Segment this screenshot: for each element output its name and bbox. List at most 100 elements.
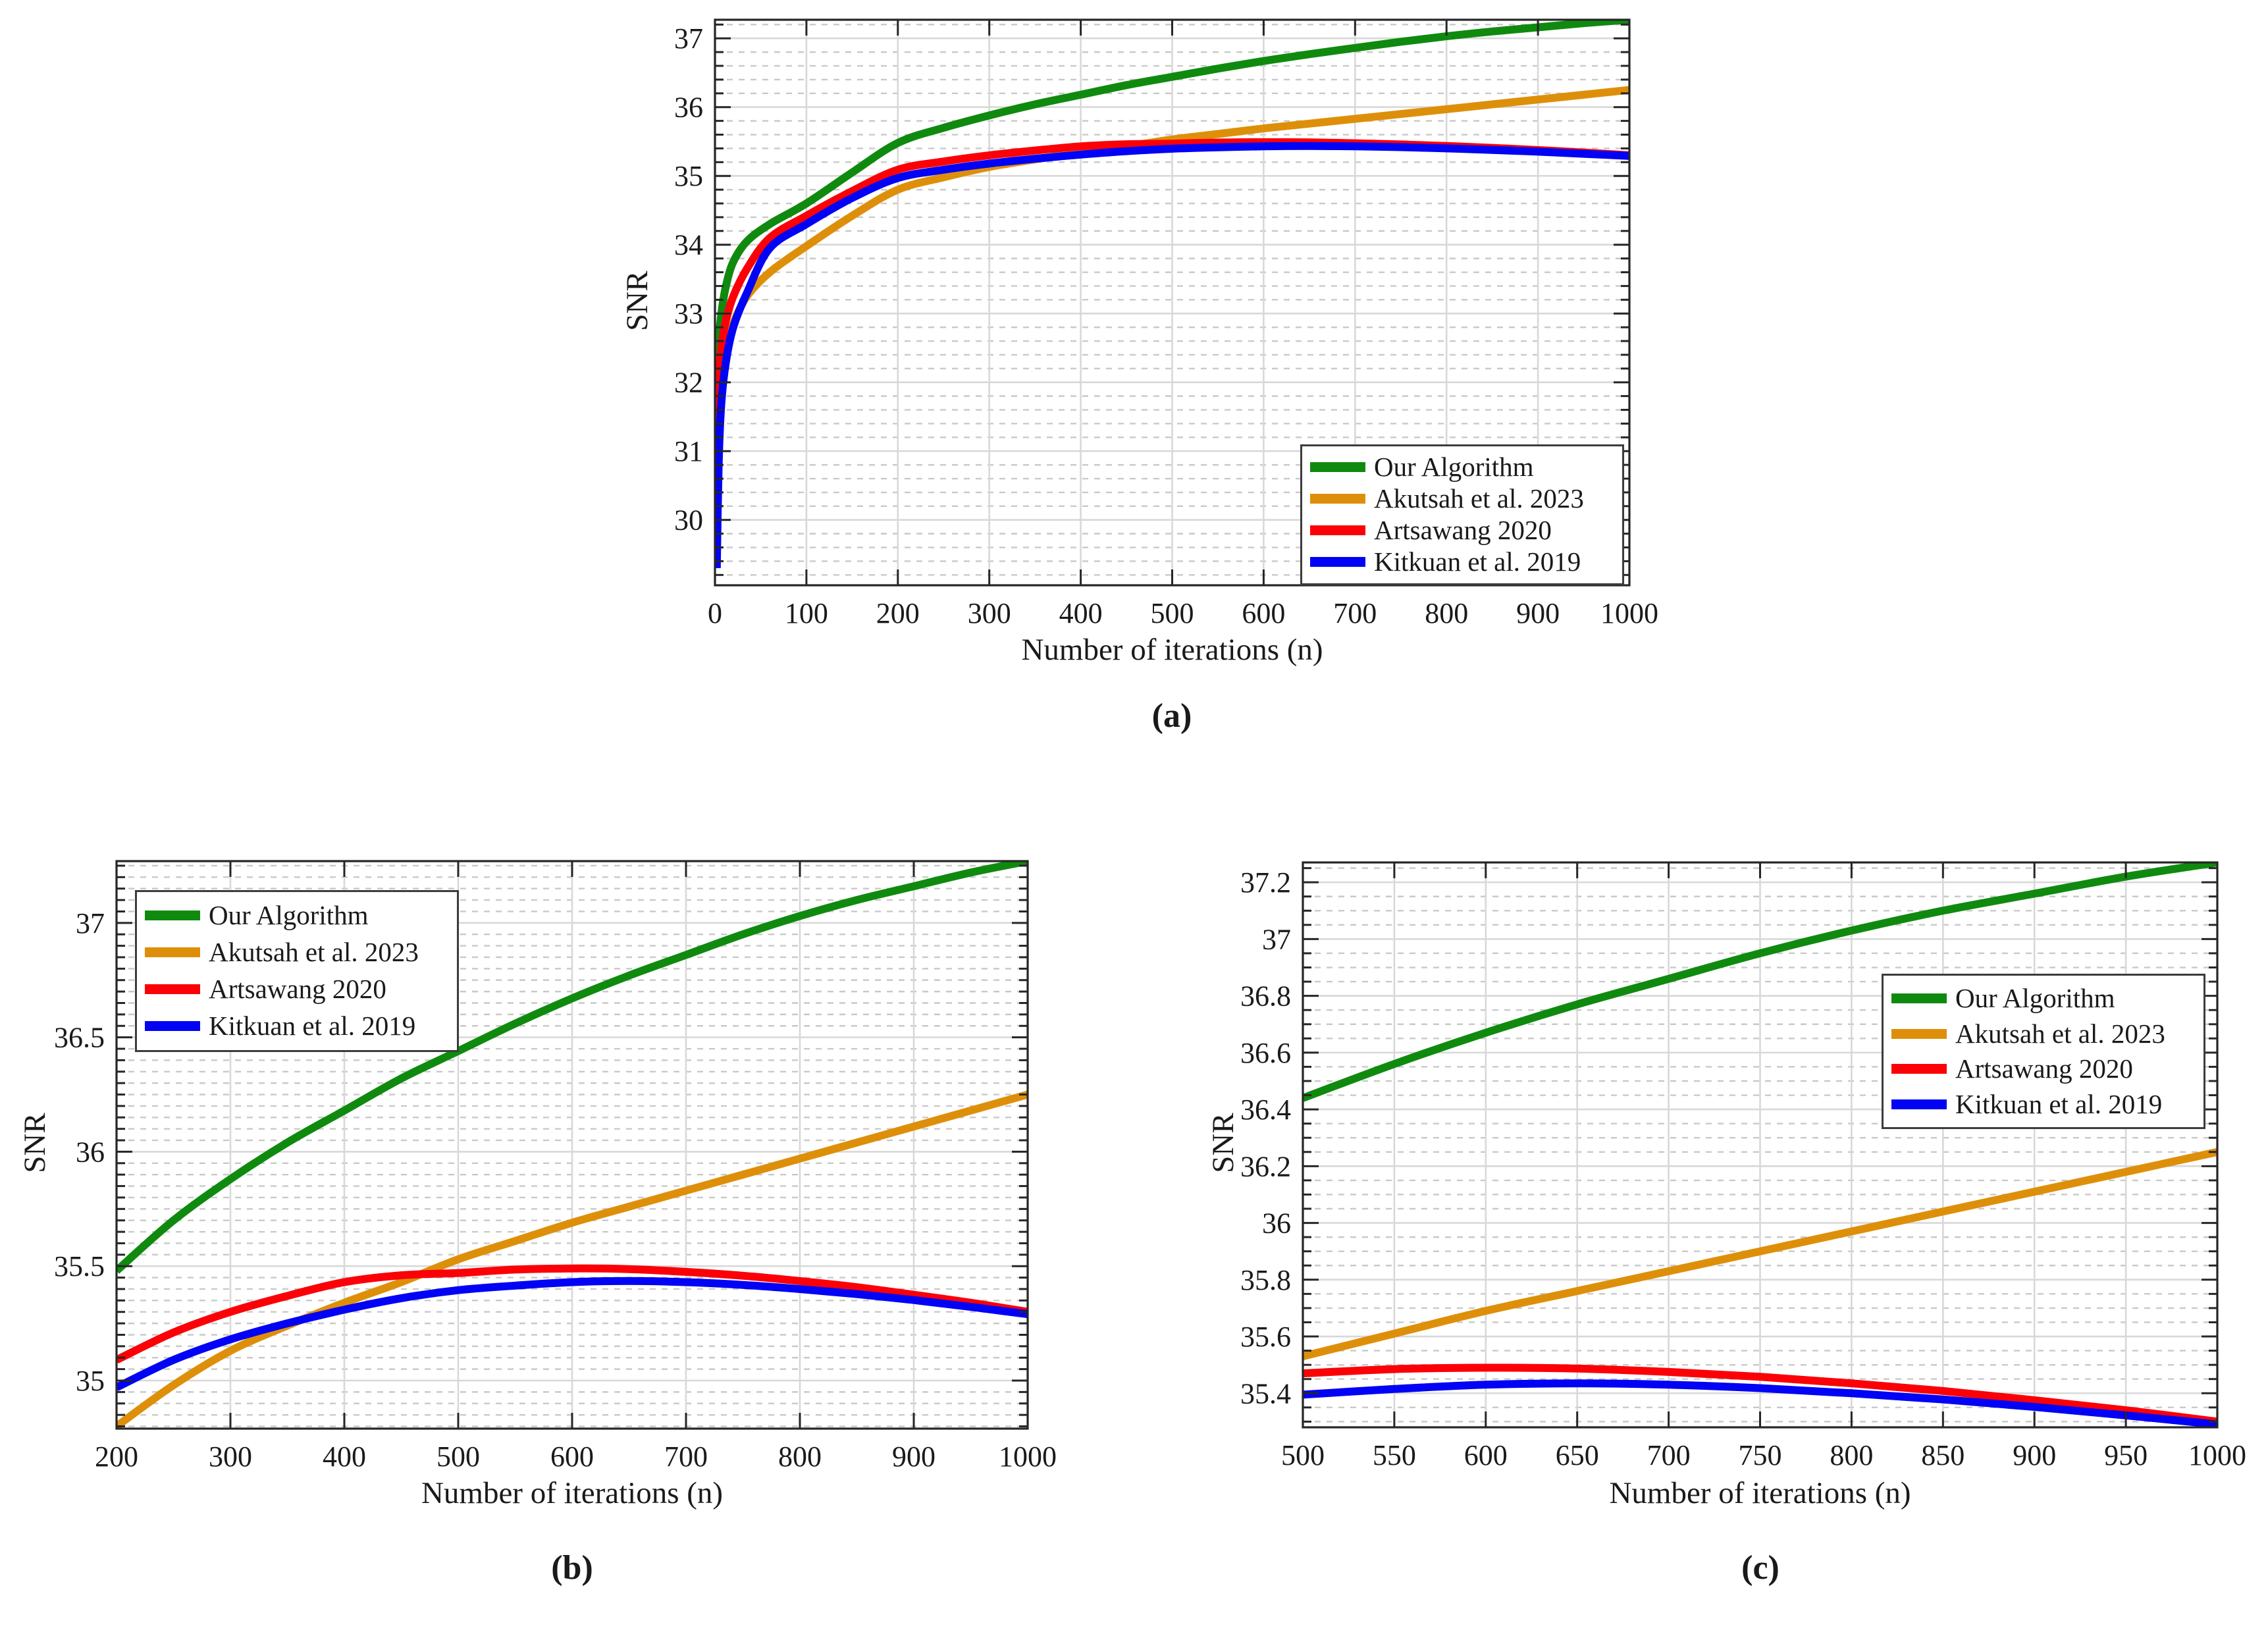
y-tick-label: 37 <box>76 907 105 939</box>
legend-entry: Artsawang 2020 <box>1310 516 1614 544</box>
y-tick-label: 37 <box>674 22 703 55</box>
y-tick-label: 34 <box>674 229 703 261</box>
legend-label: Kitkuan et al. 2019 <box>209 1011 416 1042</box>
y-tick-label: 31 <box>674 435 703 467</box>
legend-swatch-icon <box>1310 494 1365 504</box>
chart-a-ylabel: SNR <box>620 271 654 331</box>
series-line-kitkuan-et-al-2019 <box>715 142 1629 569</box>
x-tick-label: 1000 <box>2188 1439 2246 1471</box>
legend-swatch-icon <box>1310 462 1365 473</box>
x-tick-label: 900 <box>1516 597 1560 629</box>
x-tick-label: 300 <box>209 1440 252 1473</box>
y-tick-label: 36.4 <box>1240 1094 1291 1126</box>
x-tick-label: 100 <box>785 597 828 629</box>
y-tick-label: 35 <box>674 160 703 192</box>
x-tick-label: 750 <box>1739 1439 1782 1471</box>
y-tick-label: 36.5 <box>54 1022 105 1054</box>
x-tick-label: 0 <box>708 597 722 629</box>
y-tick-label: 36.6 <box>1240 1037 1291 1069</box>
y-tick-label: 30 <box>674 504 703 537</box>
series-line-akutsah-et-al-2023 <box>1303 1148 2217 1361</box>
x-tick-label: 850 <box>1921 1439 1965 1471</box>
legend-entry: Akutsah et al. 2023 <box>1310 485 1614 513</box>
legend-entry: Our Algorithm <box>145 901 449 930</box>
x-tick-label: 400 <box>1059 597 1103 629</box>
legend-entry: Our Algorithm <box>1891 984 2196 1013</box>
series-line-kitkuan-et-al-2019 <box>117 1277 1028 1391</box>
x-tick-label: 900 <box>2013 1439 2056 1471</box>
x-tick-label: 950 <box>2104 1439 2148 1471</box>
caption-b: (b) <box>551 1549 593 1587</box>
legend-swatch-icon <box>1891 1028 1947 1039</box>
x-tick-label: 650 <box>1556 1439 1599 1471</box>
series-lines <box>117 861 1028 1429</box>
series-line-our-algorithm <box>1303 862 2217 1102</box>
x-tick-label: 300 <box>968 597 1011 629</box>
legend-entry: Akutsah et al. 2023 <box>145 938 449 966</box>
legend-label: Akutsah et al. 2023 <box>1374 483 1584 514</box>
legend-label: Our Algorithm <box>1955 983 2115 1014</box>
series-line-our-algorithm <box>715 20 1629 390</box>
x-tick-label: 400 <box>323 1440 366 1473</box>
legend-label: Kitkuan et al. 2019 <box>1374 546 1581 577</box>
chart-c-xlabel: Number of iterations (n) <box>1609 1476 1911 1510</box>
legend-swatch-icon <box>145 1021 200 1032</box>
legend-swatch-icon <box>1891 993 1947 1004</box>
y-tick-label: 35.8 <box>1240 1264 1291 1296</box>
y-tick-label: 37 <box>1262 923 1291 955</box>
y-tick-label: 36.8 <box>1240 980 1291 1013</box>
x-tick-label: 200 <box>876 597 920 629</box>
legend-entry: Artsawang 2020 <box>145 975 449 1003</box>
x-tick-label: 800 <box>1830 1439 1873 1471</box>
y-tick-label: 36.2 <box>1240 1150 1291 1182</box>
legend-label: Akutsah et al. 2023 <box>209 937 419 968</box>
y-tick-label: 32 <box>674 367 703 399</box>
legend-entry: Artsawang 2020 <box>1891 1055 2196 1083</box>
tick-marks <box>1302 862 2219 1427</box>
legend-label: Artsawang 2020 <box>209 974 386 1005</box>
y-tick-label: 36 <box>1262 1207 1291 1240</box>
y-tick-label: 36 <box>76 1136 105 1168</box>
x-tick-label: 700 <box>1647 1439 1691 1471</box>
legend-swatch-icon <box>1891 1064 1947 1074</box>
legend-label: Kitkuan et al. 2019 <box>1955 1088 2163 1119</box>
x-tick-label: 600 <box>550 1440 594 1473</box>
y-tick-label: 33 <box>674 298 703 330</box>
x-tick-label: 700 <box>1333 597 1377 629</box>
caption-a: (a) <box>1151 697 1192 735</box>
legend-entry: Kitkuan et al. 2019 <box>145 1012 449 1040</box>
chart-b-ylabel: SNR <box>18 1113 52 1173</box>
legend-swatch-icon <box>145 910 200 921</box>
x-tick-label: 500 <box>1281 1439 1325 1471</box>
legend-label: Artsawang 2020 <box>1955 1053 2133 1084</box>
x-tick-label: 900 <box>892 1440 936 1473</box>
chart-b-legend: Our Algorithm Akutsah et al. 2023 Artsawan… <box>135 890 459 1052</box>
series-lines <box>1303 862 2217 1427</box>
x-tick-label: 600 <box>1242 597 1285 629</box>
legend-label: Artsawang 2020 <box>1374 515 1552 546</box>
chart-c-legend: Our Algorithm Akutsah et al. 2023 Artsawan… <box>1882 974 2205 1129</box>
legend-swatch-icon <box>145 984 200 995</box>
caption-c: (c) <box>1741 1549 1780 1587</box>
series-line-our-algorithm <box>117 861 1028 1274</box>
x-tick-label: 1000 <box>1600 597 1658 629</box>
tick-labels: 200 300 400 500 600 700 800 900 1000 35 35.5 36 36.5… <box>54 907 1057 1473</box>
x-tick-label: 800 <box>778 1440 822 1473</box>
chart-c-ylabel: SNR <box>1206 1113 1240 1173</box>
x-tick-label: 500 <box>1151 597 1194 629</box>
series-line-artsawang-2020 <box>1303 1363 2217 1426</box>
legend-entry: Akutsah et al. 2023 <box>1891 1019 2196 1048</box>
x-tick-label: 550 <box>1373 1439 1416 1471</box>
series-line-artsawang-2020 <box>117 1264 1028 1364</box>
legend-entry: Our Algorithm <box>1310 453 1614 481</box>
legend-label: Our Algorithm <box>209 900 369 931</box>
chart-b-xlabel: Number of iterations (n) <box>421 1476 724 1510</box>
x-tick-label: 200 <box>95 1440 138 1473</box>
tick-marks <box>714 20 1631 585</box>
y-tick-label: 37.2 <box>1240 866 1291 899</box>
y-tick-label: 35 <box>76 1365 105 1397</box>
series-line-akutsah-et-al-2023 <box>117 1090 1028 1429</box>
series-lines <box>715 20 1629 569</box>
